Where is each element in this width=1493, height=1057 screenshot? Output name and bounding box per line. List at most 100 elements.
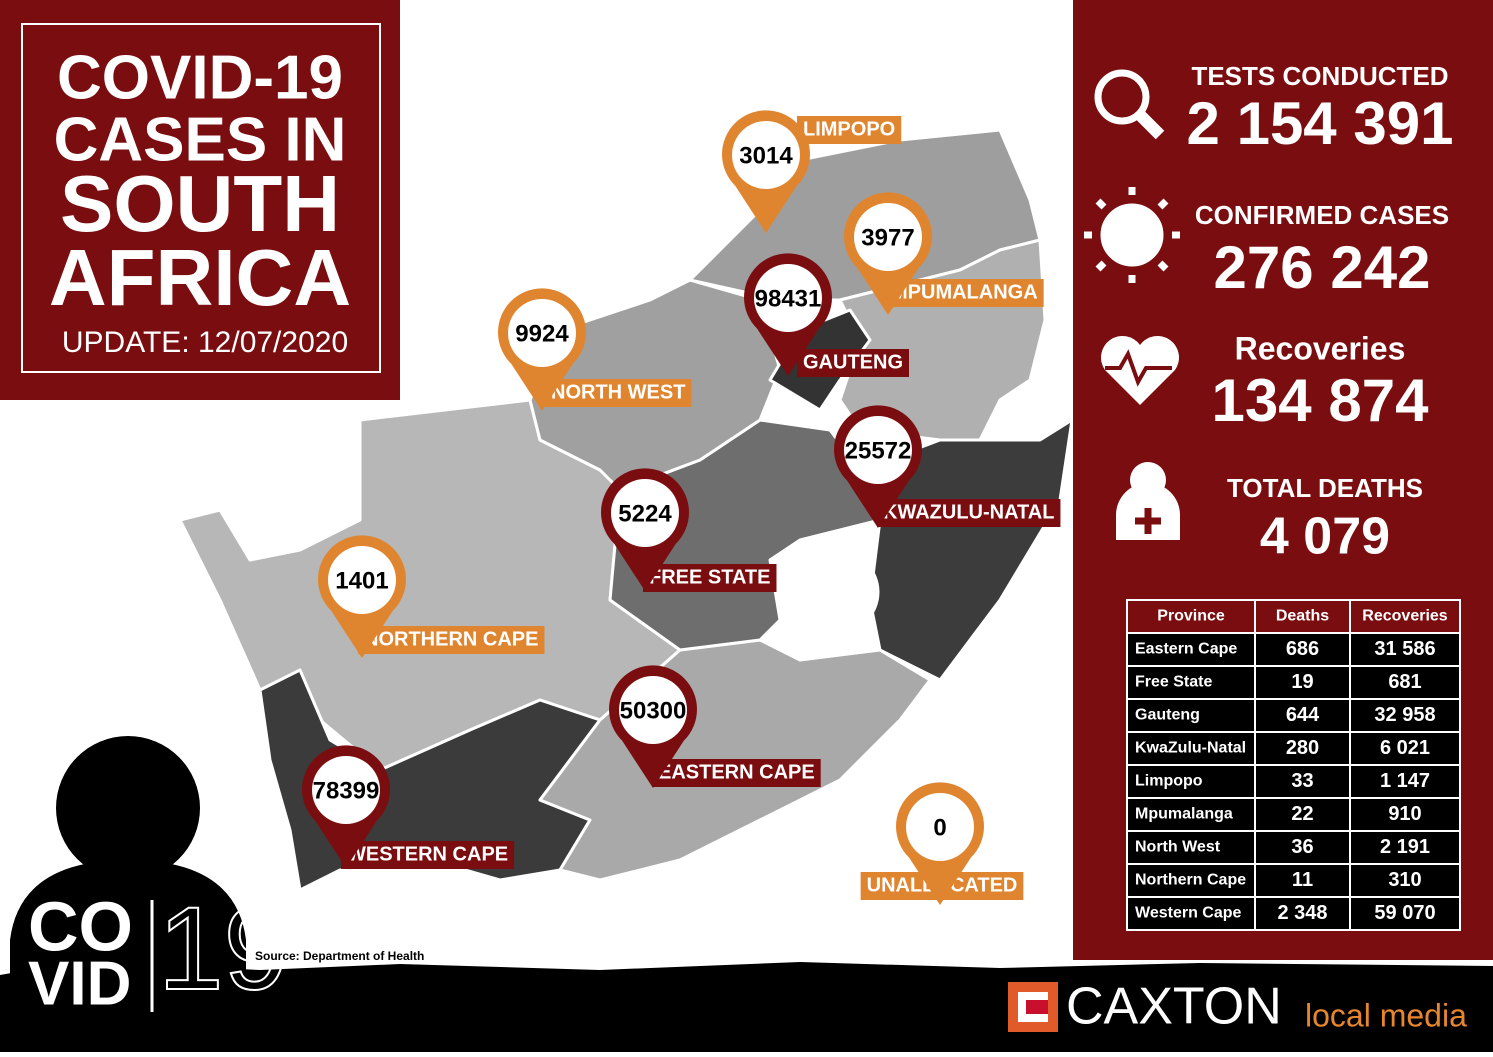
table-cell: 6 021 xyxy=(1380,737,1430,759)
pin-value: 78399 xyxy=(313,777,380,804)
person-body xyxy=(10,860,246,1052)
pin-inner xyxy=(754,264,822,332)
table-cell: 22 xyxy=(1291,803,1313,825)
table-cell: Western Cape xyxy=(1135,905,1242,922)
stat-label: TESTS CONDUCTED xyxy=(1191,61,1448,91)
pin-label-box xyxy=(652,759,821,787)
table-cell: 59 070 xyxy=(1374,902,1435,924)
pin-inner xyxy=(844,416,912,484)
table-cell: 910 xyxy=(1388,803,1421,825)
title-line: SOUTH xyxy=(60,159,340,248)
heart-icon xyxy=(1100,335,1180,405)
pin-value: 9924 xyxy=(515,320,569,347)
pin-inner xyxy=(854,203,922,271)
province-table: Province Deaths Recoveries Eastern Cape 686 3… xyxy=(1126,599,1461,931)
title-frame xyxy=(21,23,381,373)
pin-inner xyxy=(611,479,679,547)
stat-value: 134 874 xyxy=(1212,367,1430,434)
pin-value: 3014 xyxy=(739,142,793,169)
table-cell: Limpopo xyxy=(1135,773,1203,790)
pin-label: MPUMALANGA xyxy=(891,281,1038,303)
pin-value: 5224 xyxy=(618,500,672,527)
table-cell: North West xyxy=(1135,839,1221,856)
pin-value: 98431 xyxy=(755,285,822,312)
caxton-tagline: local media xyxy=(1305,997,1467,1033)
update-date: UPDATE: 12/07/2020 xyxy=(62,326,348,359)
logo-vid: VID xyxy=(28,949,131,1018)
heartbeat xyxy=(1105,349,1172,387)
search-handle xyxy=(1135,110,1165,140)
table-cell: 32 958 xyxy=(1374,704,1435,726)
logo-co: CO xyxy=(28,887,133,965)
pin-label-box xyxy=(797,116,902,144)
source-note: Source: Department of Health xyxy=(255,949,424,963)
pin-inner xyxy=(508,299,576,367)
table-cell: KwaZulu-Natal xyxy=(1135,740,1246,757)
pin-label: FREE STATE xyxy=(649,566,770,588)
table-cell: 2 348 xyxy=(1277,902,1327,924)
title-line: CASES IN xyxy=(54,105,347,174)
pin-value: 0 xyxy=(933,814,946,841)
caxton-icon-c xyxy=(1026,1000,1048,1014)
table-cell: 31 586 xyxy=(1374,638,1435,660)
table-cell: 2 191 xyxy=(1380,836,1430,858)
table-cell: 686 xyxy=(1286,638,1319,660)
pin-value: 3977 xyxy=(861,224,914,251)
pin-label: KWAZULU-NATAL xyxy=(883,501,1054,523)
pin-inner xyxy=(328,546,396,614)
table-cell: Free State xyxy=(1135,674,1212,691)
table-cell: Eastern Cape xyxy=(1135,641,1237,658)
table-cell: 310 xyxy=(1388,869,1421,891)
pin-inner xyxy=(619,676,687,744)
stat-value: 2 154 391 xyxy=(1187,90,1454,157)
table-cell: 33 xyxy=(1291,770,1313,792)
stat-label: CONFIRMED CASES xyxy=(1195,200,1449,230)
pin-value: 25572 xyxy=(845,437,912,464)
search-icon xyxy=(1094,69,1150,125)
virus-spikes xyxy=(1084,187,1180,283)
pin-label: LIMPOPO xyxy=(803,118,895,140)
table-cell: Northern Cape xyxy=(1135,872,1246,889)
caxton-name: CAXTON xyxy=(1066,978,1282,1036)
pin-label-box xyxy=(358,626,545,654)
pin-label-box xyxy=(797,349,909,377)
stat-label: TOTAL DEATHS xyxy=(1227,473,1423,503)
title-line: COVID-19 xyxy=(57,43,343,112)
table-cell: 1 147 xyxy=(1380,770,1430,792)
title-line: AFRICA xyxy=(49,233,351,322)
table-cell: 11 xyxy=(1292,869,1313,891)
table-cell: 36 xyxy=(1291,836,1313,858)
pin-label: EASTERN CAPE xyxy=(658,761,815,783)
title-box xyxy=(0,0,400,400)
pin-inner xyxy=(906,793,974,861)
icons xyxy=(1084,69,1180,540)
table-body xyxy=(1127,633,1460,930)
pin-value: 50300 xyxy=(620,697,687,724)
table-cell: 644 xyxy=(1286,704,1320,726)
pin-label-box xyxy=(643,564,777,592)
stat-label: Recoveries xyxy=(1235,330,1406,366)
map-pins: LIMPOPO 3014 MPUMALANGA 3977 GAUTENG 98431 NOR… xyxy=(302,110,1061,905)
virus-icon xyxy=(1100,203,1164,267)
person-head xyxy=(56,736,200,880)
table-header: Deaths xyxy=(1276,608,1329,625)
stat-value: 276 242 xyxy=(1214,234,1431,301)
table-header: Province xyxy=(1157,608,1225,625)
pin-label: NORTHERN CAPE xyxy=(364,628,538,650)
pin-label-box xyxy=(545,379,692,407)
pin-label-box xyxy=(877,499,1061,527)
table-cell: 681 xyxy=(1388,671,1421,693)
table-cell: 19 xyxy=(1291,671,1313,693)
bottom-band xyxy=(0,962,1493,1052)
table-cell: Gauteng xyxy=(1135,707,1200,724)
table-header: Recoveries xyxy=(1362,608,1447,625)
pin-label: GAUTENG xyxy=(803,351,903,373)
pin-value: 1401 xyxy=(335,567,388,594)
doctor-cross xyxy=(1135,508,1161,534)
logo-19: 19 xyxy=(158,883,289,1015)
pin-inner xyxy=(312,756,380,824)
